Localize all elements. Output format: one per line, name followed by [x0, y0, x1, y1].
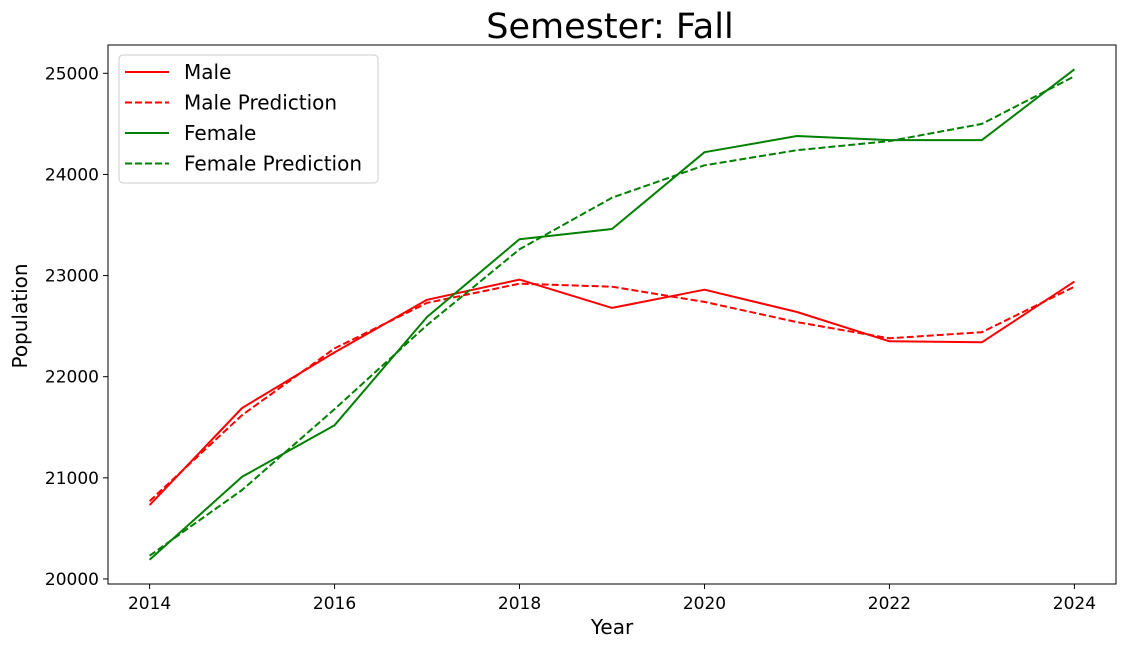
legend-box — [118, 54, 379, 184]
legend-label-3: Female Prediction — [184, 152, 362, 176]
y-tick-label-4: 24000 — [45, 165, 99, 185]
y-tick-label-0: 20000 — [45, 570, 99, 590]
series-line-1 — [148, 282, 1075, 502]
plot-lines — [148, 68, 1076, 561]
y-tick-label-5: 25000 — [45, 64, 99, 84]
series-line-2 — [148, 68, 1076, 561]
y-axis: 20000 21000 22000 23000 24000 25000 — [45, 64, 108, 590]
x-tick-label-2: 2018 — [498, 594, 541, 614]
chart-title: Semester: Fall — [486, 7, 733, 47]
legend-label-1: Male Prediction — [184, 91, 337, 115]
y-axis-label: Population — [8, 263, 32, 368]
y-tick-label-2: 22000 — [45, 368, 99, 388]
x-tick-label-0: 2014 — [128, 594, 171, 614]
plot-frame — [107, 44, 1117, 585]
series-line-0 — [148, 278, 1075, 506]
y-tick-label-3: 23000 — [45, 267, 99, 287]
x-tick-label-4: 2022 — [868, 594, 911, 614]
x-tick-label-5: 2024 — [1053, 594, 1096, 614]
x-axis: 2014 2016 2018 2020 2022 2024 — [128, 584, 1096, 614]
x-axis-label: Year — [590, 615, 634, 639]
x-tick-label-1: 2016 — [313, 594, 356, 614]
series-line-3 — [149, 75, 1075, 557]
legend-label-2: Female — [184, 121, 256, 145]
legend-label-0: Male — [184, 60, 231, 84]
legend: Male Male Prediction Female Female Predicti… — [118, 54, 379, 184]
y-tick-label-1: 21000 — [45, 469, 99, 489]
x-tick-label-3: 2020 — [683, 594, 726, 614]
